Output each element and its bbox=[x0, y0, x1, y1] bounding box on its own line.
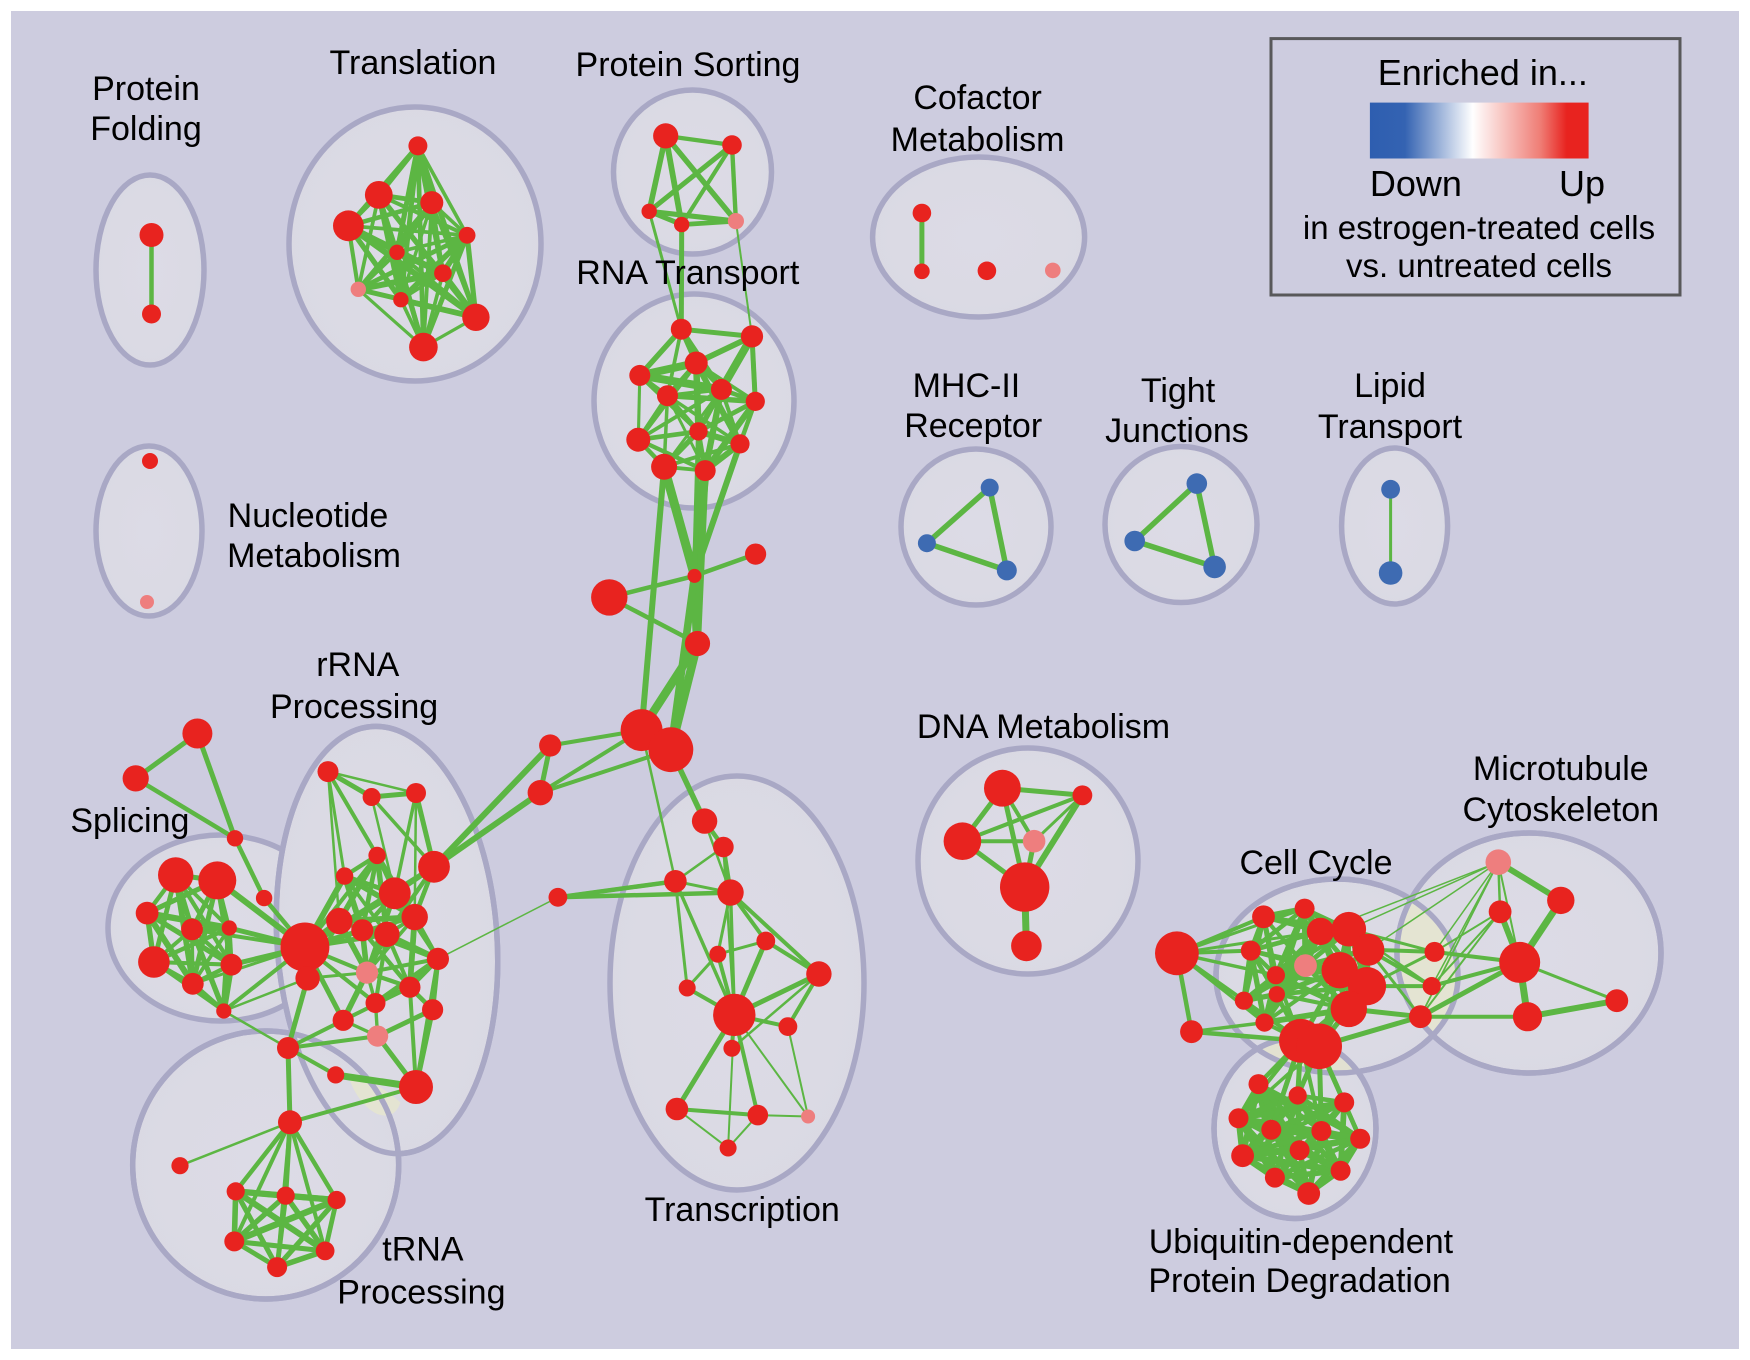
svg-text:Translation: Translation bbox=[330, 44, 497, 82]
svg-text:Processing: Processing bbox=[270, 688, 438, 726]
svg-text:Tight: Tight bbox=[1141, 372, 1216, 410]
svg-text:RNA Transport: RNA Transport bbox=[576, 254, 800, 292]
svg-text:Cofactor: Cofactor bbox=[913, 79, 1042, 117]
svg-text:Protein Degradation: Protein Degradation bbox=[1148, 1262, 1450, 1300]
svg-text:Splicing: Splicing bbox=[70, 802, 189, 840]
svg-text:in estrogen-treated cells: in estrogen-treated cells bbox=[1303, 209, 1655, 246]
svg-text:Lipid: Lipid bbox=[1354, 367, 1426, 405]
svg-text:Protein Sorting: Protein Sorting bbox=[576, 46, 801, 84]
svg-text:Enriched in...: Enriched in... bbox=[1378, 52, 1588, 93]
svg-text:DNA Metabolism: DNA Metabolism bbox=[917, 708, 1170, 746]
svg-text:Transport: Transport bbox=[1318, 408, 1463, 446]
svg-text:Metabolism: Metabolism bbox=[891, 121, 1065, 159]
svg-text:Microtubule: Microtubule bbox=[1473, 750, 1649, 788]
svg-text:Cytoskeleton: Cytoskeleton bbox=[1463, 791, 1660, 829]
svg-text:Up: Up bbox=[1559, 163, 1605, 204]
svg-text:Ubiquitin-dependent: Ubiquitin-dependent bbox=[1149, 1223, 1454, 1261]
svg-text:tRNA: tRNA bbox=[382, 1231, 464, 1269]
svg-text:Receptor: Receptor bbox=[904, 407, 1042, 445]
svg-text:Transcription: Transcription bbox=[645, 1191, 840, 1229]
svg-text:Down: Down bbox=[1370, 163, 1462, 204]
svg-text:Metabolism: Metabolism bbox=[227, 537, 401, 575]
svg-text:Junctions: Junctions bbox=[1105, 412, 1249, 450]
svg-text:Nucleotide: Nucleotide bbox=[228, 497, 389, 535]
svg-text:Protein: Protein bbox=[92, 70, 200, 108]
svg-text:rRNA: rRNA bbox=[316, 646, 399, 684]
svg-text:vs. untreated cells: vs. untreated cells bbox=[1346, 247, 1612, 284]
svg-text:MHC-II: MHC-II bbox=[913, 367, 1021, 405]
svg-text:Cell Cycle: Cell Cycle bbox=[1239, 844, 1392, 882]
svg-text:Processing: Processing bbox=[337, 1273, 505, 1311]
svg-text:Folding: Folding bbox=[90, 110, 202, 148]
